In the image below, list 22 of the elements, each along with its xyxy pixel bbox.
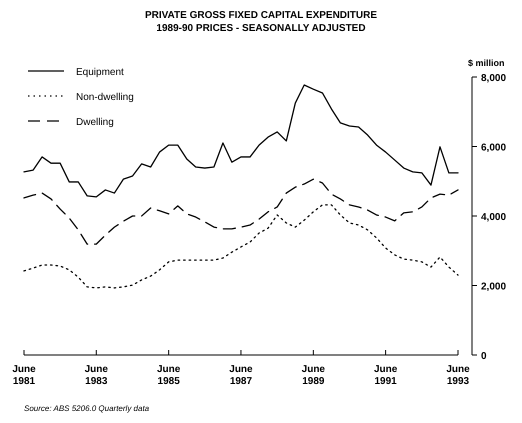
source-note: Source: ABS 5206.0 Quarterly data — [24, 404, 150, 413]
line-series — [23, 84, 459, 198]
legend-label: Dwelling — [76, 117, 114, 128]
y-tick-label: 2,000 — [481, 282, 506, 292]
x-tick-label: June 1983 — [84, 364, 108, 387]
y-tick-label: 6,000 — [481, 142, 506, 154]
line-series — [23, 178, 459, 245]
line-series — [23, 204, 459, 289]
chart-subtitle: 1989-90 PRICES - SEASONALLY ADJUSTED — [156, 23, 366, 34]
y-tick-label: 4,000 — [481, 212, 506, 223]
legend-label: Equipment — [76, 67, 124, 78]
y-tick-label: 8,000 — [481, 73, 506, 84]
x-tick-label: June 1987 — [229, 364, 254, 387]
x-tick-label: June 1985 — [156, 364, 181, 387]
x-tick-label: June 1993 — [446, 364, 470, 387]
x-tick-label: June 1989 — [302, 364, 326, 387]
x-tick-label: June 1991 — [374, 364, 398, 387]
x-tick-label: June 1981 — [12, 364, 36, 387]
y-axis-title: $ million — [468, 58, 505, 68]
y-tick-label: 0 — [481, 351, 487, 362]
legend-label: Non-dwelling — [76, 92, 134, 103]
chart-title: PRIVATE GROSS FIXED CAPITAL EXPENDITURE — [144, 10, 378, 21]
